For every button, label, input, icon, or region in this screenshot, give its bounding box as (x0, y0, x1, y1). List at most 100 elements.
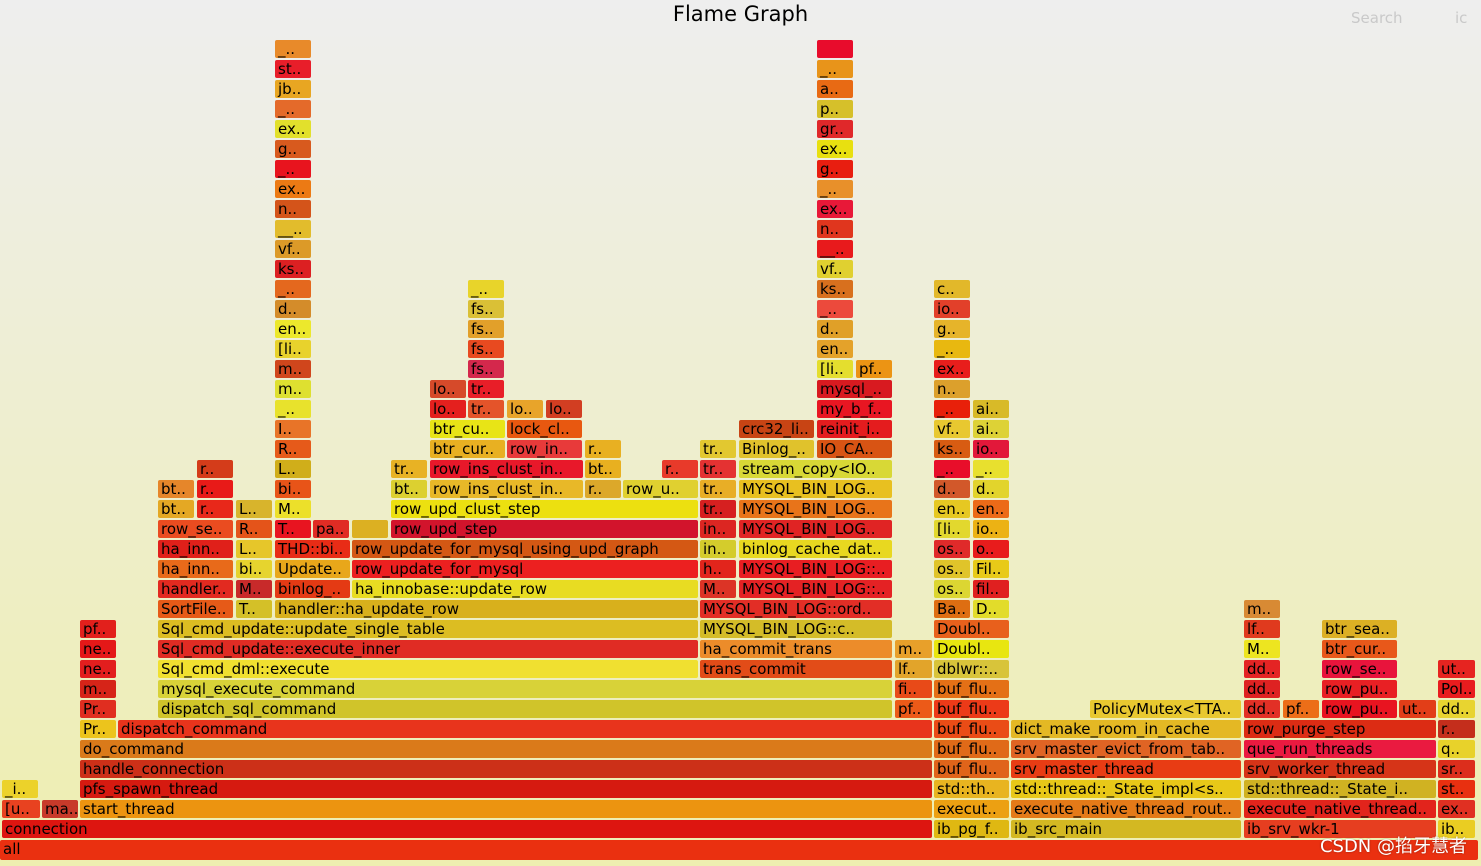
flame-frame[interactable]: h.. (700, 560, 736, 578)
flame-frame[interactable]: row_upd_clust_step (391, 500, 698, 518)
flame-frame[interactable]: m.. (80, 680, 116, 698)
flame-frame[interactable]: q.. (1438, 740, 1475, 758)
flame-frame[interactable]: execute_native_thread.. (1244, 800, 1436, 818)
flame-frame[interactable]: [li.. (275, 340, 311, 358)
flame-frame[interactable]: r.. (197, 460, 233, 478)
flame-frame[interactable]: vf.. (275, 240, 311, 258)
flame-frame[interactable]: std::th.. (934, 780, 1009, 798)
flame-frame[interactable]: row_upd_step (391, 520, 698, 538)
flame-frame[interactable]: __.. (275, 220, 311, 238)
flame-frame[interactable]: Sql_cmd_dml::execute (158, 660, 698, 678)
flame-frame[interactable]: buf_flu.. (934, 700, 1009, 718)
flame-frame[interactable]: srv_worker_thread (1244, 760, 1436, 778)
flame-frame[interactable]: dd.. (1244, 660, 1280, 678)
flame-frame[interactable]: bt.. (158, 480, 194, 498)
flame-frame[interactable]: jb.. (275, 80, 311, 98)
flame-frame[interactable]: tr.. (391, 460, 427, 478)
flame-frame[interactable]: fs.. (468, 360, 504, 378)
flame-frame[interactable]: ex.. (817, 200, 853, 218)
flame-frame[interactable]: PolicyMutex<TTA.. (1090, 700, 1241, 718)
flame-frame[interactable]: tr.. (700, 500, 736, 518)
flame-frame[interactable]: MYSQL_BIN_LOG::.. (739, 580, 892, 598)
flame-frame[interactable]: bt.. (391, 480, 427, 498)
flame-frame[interactable]: r.. (197, 500, 233, 518)
flame-frame[interactable]: lf.. (895, 660, 932, 678)
ignore-case-toggle[interactable]: ic (1455, 9, 1468, 27)
flame-frame[interactable]: R.. (236, 520, 272, 538)
flame-frame[interactable]: L.. (236, 500, 272, 518)
flame-frame[interactable]: ut.. (1399, 700, 1436, 718)
flame-frame[interactable]: handle_connection (80, 760, 932, 778)
flame-frame[interactable]: ib_src_main (1011, 820, 1241, 838)
flame-frame[interactable]: execute_native_thread_rout.. (1011, 800, 1241, 818)
flame-frame[interactable]: m.. (275, 380, 311, 398)
flame-frame[interactable]: _i.. (2, 780, 38, 798)
flame-frame[interactable]: row_update_for_mysql (352, 560, 698, 578)
flame-frame[interactable] (817, 40, 853, 58)
flame-frame[interactable]: g.. (817, 160, 853, 178)
flame-frame[interactable]: bi.. (275, 480, 311, 498)
flame-frame[interactable]: d.. (973, 480, 1009, 498)
flame-frame[interactable]: L.. (236, 540, 272, 558)
flame-frame[interactable]: lo.. (430, 380, 466, 398)
flame-frame[interactable]: ma.. (42, 800, 78, 818)
flame-frame[interactable]: Ba.. (934, 600, 970, 618)
flame-frame[interactable]: _.. (934, 460, 970, 478)
flame-frame[interactable]: btr_cur.. (1322, 640, 1397, 658)
flame-frame[interactable]: row_ins_clust_in.. (430, 460, 583, 478)
flame-frame[interactable]: en.. (817, 340, 853, 358)
flame-frame[interactable]: MYSQL_BIN_LOG.. (739, 480, 892, 498)
flame-frame[interactable]: M.. (275, 500, 311, 518)
flame-frame[interactable]: M.. (700, 580, 736, 598)
flame-frame[interactable]: connection (2, 820, 932, 838)
flame-frame[interactable]: all (0, 840, 1478, 860)
flame-frame[interactable]: buf_flu.. (934, 680, 1009, 698)
flame-frame[interactable]: std::thread::_State_impl<s.. (1011, 780, 1241, 798)
flame-frame[interactable]: mysql_.. (817, 380, 892, 398)
flame-frame[interactable]: ha_inn.. (158, 560, 233, 578)
flame-frame[interactable]: d.. (275, 300, 311, 318)
flame-frame[interactable]: _.. (275, 100, 311, 118)
flame-frame[interactable]: pf.. (895, 700, 932, 718)
flame-frame[interactable]: ha_inn.. (158, 540, 233, 558)
flame-frame[interactable]: vf.. (817, 260, 853, 278)
flame-frame[interactable]: Pr.. (80, 700, 116, 718)
flame-frame[interactable]: tr.. (700, 460, 736, 478)
flame-frame[interactable]: n.. (934, 380, 970, 398)
flame-frame[interactable]: ex.. (1438, 800, 1475, 818)
flame-frame[interactable]: a.. (817, 80, 853, 98)
flame-frame[interactable]: r.. (585, 440, 621, 458)
flame-frame[interactable]: stream_copy<IO.. (739, 460, 892, 478)
flame-frame[interactable]: ex.. (817, 140, 853, 158)
flame-frame[interactable]: lf.. (1244, 620, 1280, 638)
flame-frame[interactable]: __.. (817, 240, 853, 258)
flame-frame[interactable]: THD::bi.. (275, 540, 350, 558)
flame-frame[interactable]: r.. (197, 480, 233, 498)
flame-frame[interactable]: [li.. (817, 360, 853, 378)
flame-frame[interactable]: row_u.. (623, 480, 698, 498)
flame-frame[interactable]: ne.. (80, 660, 116, 678)
flame-frame[interactable]: btr_cur.. (430, 440, 505, 458)
flame-frame[interactable]: gr.. (817, 120, 853, 138)
flame-frame[interactable]: ut.. (1438, 660, 1475, 678)
flame-frame[interactable]: lo.. (507, 400, 543, 418)
flame-frame[interactable]: Pr.. (80, 720, 116, 738)
flame-frame[interactable]: pa.. (313, 520, 349, 538)
flame-frame[interactable]: std::thread::_State_i.. (1244, 780, 1436, 798)
flame-frame[interactable]: m.. (275, 360, 311, 378)
flame-frame[interactable]: dblwr::.. (934, 660, 1009, 678)
flame-frame[interactable]: _.. (817, 60, 853, 78)
flame-frame[interactable]: execut.. (934, 800, 1009, 818)
flame-frame[interactable]: vf.. (934, 420, 970, 438)
flame-frame[interactable]: MYSQL_BIN_LOG.. (739, 520, 892, 538)
flame-frame[interactable]: row_pu.. (1322, 700, 1397, 718)
flame-frame[interactable]: dd.. (1244, 700, 1280, 718)
flame-frame[interactable]: in.. (700, 520, 736, 538)
flame-frame[interactable]: _.. (934, 400, 970, 418)
flame-frame[interactable]: T.. (236, 600, 272, 618)
flame-frame[interactable]: ex.. (275, 180, 311, 198)
flame-frame[interactable]: tr.. (700, 480, 736, 498)
flame-frame[interactable]: row_se.. (158, 520, 233, 538)
flame-frame[interactable]: handler::ha_update_row (275, 600, 698, 618)
flame-frame[interactable]: r.. (1438, 720, 1475, 738)
